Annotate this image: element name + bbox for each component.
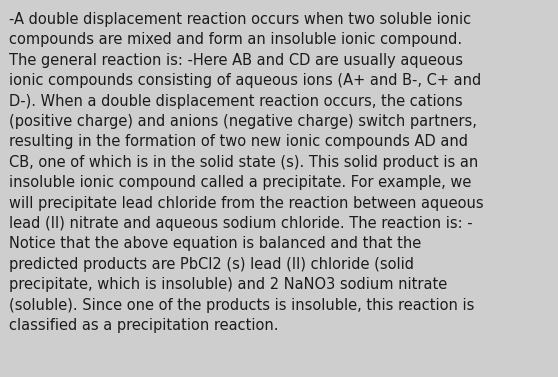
Text: -A double displacement reaction occurs when two soluble ionic
compounds are mixe: -A double displacement reaction occurs w…: [9, 12, 484, 333]
